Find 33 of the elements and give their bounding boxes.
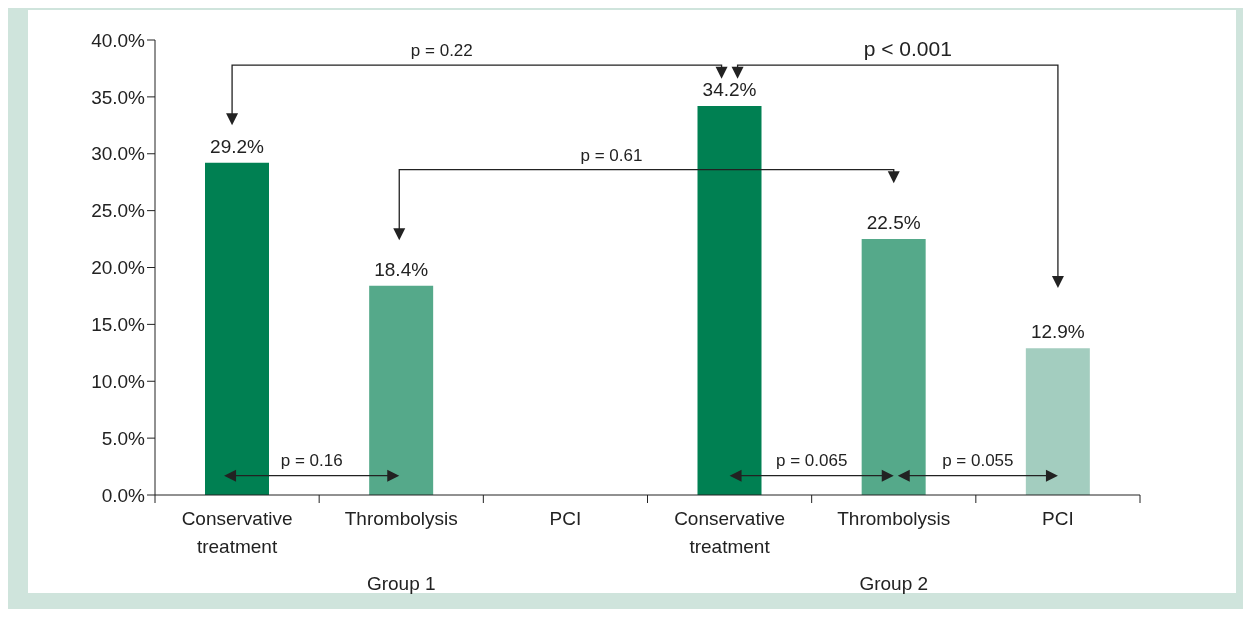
y-tick-label: 20.0% [91, 257, 146, 279]
data-label: 29.2% [210, 135, 265, 157]
y-tick-label: 5.0% [101, 427, 146, 449]
text: Group 1 [366, 573, 436, 594]
x-tick-label: Thrombolysis [344, 508, 458, 529]
y-tick-label: 30.0% [91, 143, 146, 165]
y-tick-label: 25.0% [91, 200, 146, 222]
data-label: 18.4% [374, 258, 429, 280]
annotation: p < 0.001 [863, 37, 952, 61]
annotation: p = 0.16 [280, 450, 343, 470]
bar [369, 285, 434, 495]
y-tick-label: 40.0% [91, 29, 146, 51]
y-tick-label: 10.0% [91, 370, 146, 392]
annotation: p = 0.055 [942, 450, 1014, 470]
annotation: p = 0.61 [580, 145, 643, 165]
data-label: 12.9% [1030, 321, 1085, 343]
y-tick-label: 35.0% [91, 86, 146, 108]
bar [205, 162, 269, 495]
data-label: 34.2% [702, 78, 757, 100]
x-tick-label: Thrombolysis [837, 508, 951, 529]
x-tick-label: PCI [1042, 508, 1074, 529]
annotation: p = 0.065 [775, 450, 848, 470]
bar [861, 239, 926, 495]
y-tick-label: 0.0% [101, 484, 146, 506]
bar [697, 105, 762, 495]
bar [1025, 348, 1090, 495]
annotation: p = 0.22 [410, 41, 473, 61]
y-tick-label: 15.0% [91, 314, 146, 336]
x-tick-label: Conservative treatment [674, 508, 786, 557]
text: Group 2 [859, 573, 929, 594]
x-tick-label: Conservative treatment [181, 508, 293, 557]
x-tick-label: PCI [549, 508, 582, 529]
data-label: 22.5% [866, 212, 921, 234]
